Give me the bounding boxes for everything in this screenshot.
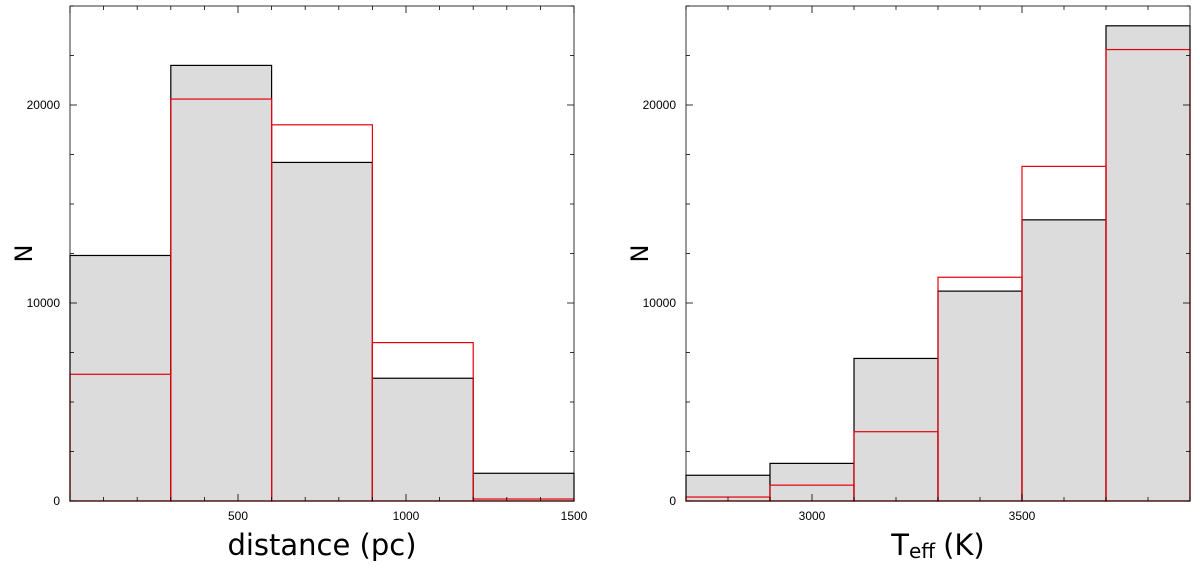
y-tick-label: 10000 [27, 296, 61, 310]
bar-series1-bin6 [1105, 25, 1191, 502]
x-axis-title: distance (pc) [227, 528, 416, 562]
bar-series1-bin5 [1021, 219, 1107, 502]
x-axis-title: Teff (K) [890, 528, 984, 563]
y-axis-title: N [10, 245, 38, 263]
bar-series1-bin4 [937, 290, 1023, 502]
bar-series1-bin2 [170, 64, 273, 502]
bar-series1-bin5 [472, 472, 575, 502]
x-tick-label: 1000 [393, 509, 420, 523]
y-tick-label: 10000 [643, 296, 677, 310]
y-tick-label: 20000 [643, 98, 677, 112]
x-axis-title-unit: (K) [943, 528, 985, 562]
x-axis-title-main: T [890, 528, 909, 562]
y-tick-label: 0 [53, 494, 60, 508]
y-tick-label: 0 [669, 494, 676, 508]
x-tick-label: 3000 [799, 509, 826, 523]
series-1 [685, 25, 1191, 502]
x-tick-label: 1500 [561, 509, 588, 523]
x-tick-label: 3500 [1009, 509, 1036, 523]
y-tick-label: 20000 [27, 98, 61, 112]
chart-2: 0 10000 20000 3000 3500 N Teff (K) [626, 5, 1191, 563]
x-tick-label: 500 [228, 509, 248, 523]
y-axis-title: N [626, 245, 654, 263]
x-axis-title-subscript: eff [909, 539, 936, 563]
bar-series1-bin3 [853, 357, 939, 502]
series-1 [69, 64, 575, 502]
bar-series1-bin3 [271, 161, 374, 502]
bar-series1-bin4 [371, 377, 474, 502]
bar-series1-bin1 [69, 254, 172, 502]
